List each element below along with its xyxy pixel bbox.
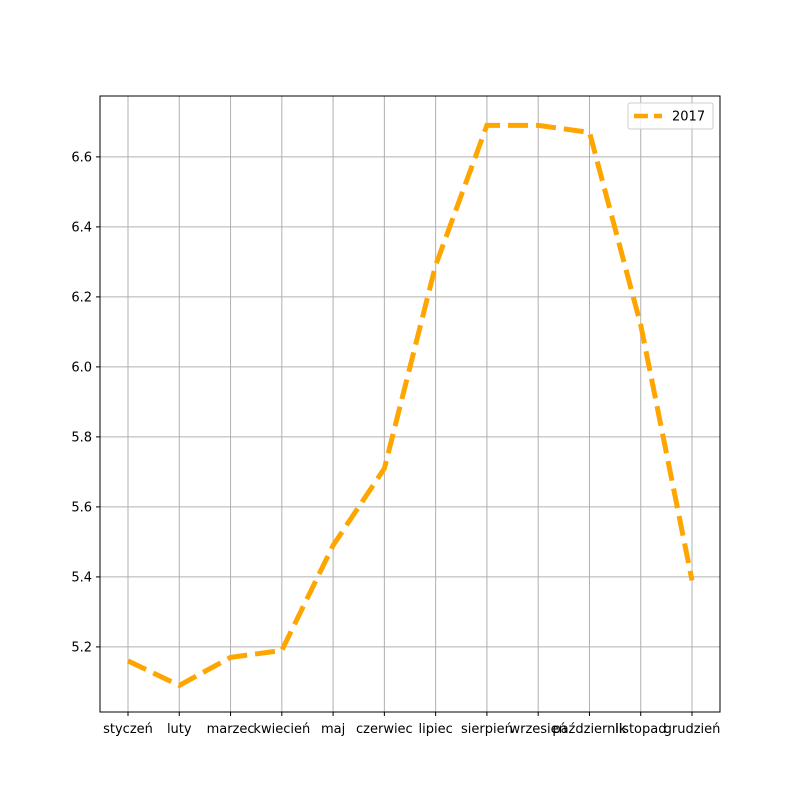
x-tick-label: kwiecień [253, 722, 310, 737]
y-tick-label: 6.0 [71, 360, 92, 375]
x-tick-label: czerwiec [356, 722, 413, 737]
x-tick-label: luty [167, 722, 192, 737]
x-tick-label: lipiec [419, 722, 453, 737]
x-tick-label: maj [321, 722, 345, 737]
y-tick-label: 6.6 [71, 150, 92, 165]
axes-frame [99, 95, 721, 713]
y-tick-label: 5.4 [71, 570, 92, 585]
legend-label: 2017 [672, 110, 705, 125]
y-tick-label: 5.2 [71, 640, 92, 655]
x-tick-label: grudzień [664, 722, 721, 737]
legend-box [627, 102, 714, 130]
x-tick-label: wrzesień [509, 722, 566, 737]
y-tick-label: 6.4 [71, 220, 92, 235]
x-tick-label: sierpień [461, 722, 513, 737]
x-tick-label: październik [552, 722, 627, 737]
series-layer [126, 122, 695, 689]
series-line-2017 [126, 122, 695, 689]
y-tick-label: 5.8 [71, 430, 92, 445]
x-tick-label: listopad [615, 722, 667, 737]
legend: 2017 [627, 102, 714, 130]
x-tick-label: marzec [207, 722, 255, 737]
y-tick-label: 6.2 [71, 290, 92, 305]
y-tick-label: 5.6 [71, 500, 92, 515]
x-tick-label: styczeń [103, 722, 153, 737]
